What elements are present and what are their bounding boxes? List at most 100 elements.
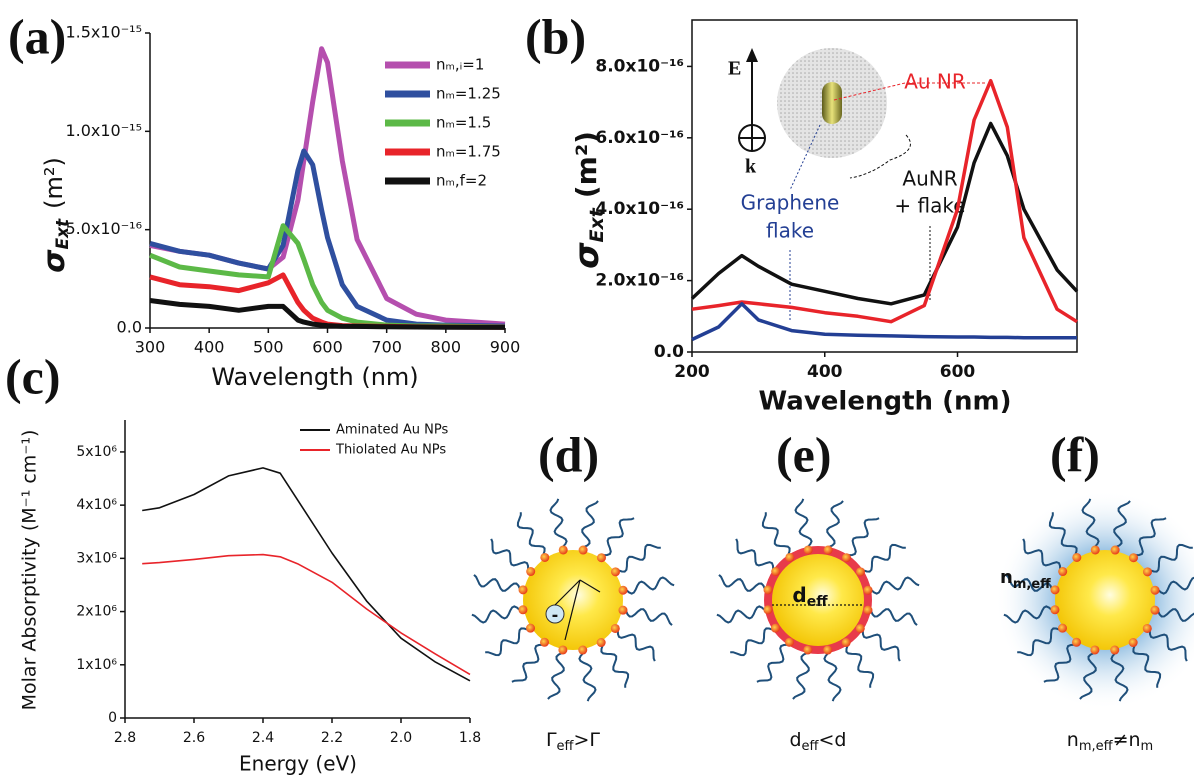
- x-tick-label: 600: [312, 338, 343, 357]
- ligand-head: [855, 623, 865, 633]
- ligand: [718, 574, 767, 592]
- arrow: [564, 579, 581, 641]
- ligand: [735, 538, 775, 570]
- panel-label: (e): [776, 426, 832, 482]
- ligand: [1148, 630, 1188, 662]
- x-axis-label: Wavelength (nm): [759, 387, 1012, 417]
- series-line: [149, 298, 506, 330]
- ligand-head: [1128, 553, 1138, 563]
- y-tick-label: 5.0x10⁻¹⁶: [65, 219, 142, 238]
- ligand: [485, 627, 529, 657]
- ligand-head: [863, 585, 873, 595]
- panel-label: (b): [525, 8, 586, 64]
- x-tick-label: 200: [674, 362, 710, 382]
- ligand: [624, 608, 673, 626]
- ligand: [549, 498, 568, 548]
- ligand: [616, 630, 656, 662]
- annotation: E: [728, 58, 741, 80]
- y-tick-label: 0: [108, 710, 117, 726]
- ligand: [823, 652, 842, 702]
- ligand-head: [618, 605, 628, 615]
- ligand-head: [525, 623, 535, 633]
- legend-label: nₘ=1.75: [436, 143, 501, 161]
- ligand-head: [596, 638, 606, 648]
- ligand-head: [1142, 623, 1152, 633]
- series-line: [691, 302, 1077, 342]
- ligand-head: [618, 585, 628, 595]
- ligand-head: [526, 567, 536, 577]
- axis: [124, 420, 470, 719]
- x-tick-label: 800: [431, 338, 462, 357]
- ligand: [870, 576, 920, 595]
- x-tick-label: 700: [371, 338, 402, 357]
- ligand-head: [1150, 605, 1160, 615]
- series-line: [142, 553, 471, 676]
- ligand-head: [785, 552, 795, 562]
- y-tick-label: 5x10⁶: [76, 444, 117, 460]
- caption: deff<d: [789, 729, 846, 754]
- y-axis-label: σExt(m²): [567, 131, 608, 269]
- ligand-head: [558, 645, 568, 655]
- ligand: [581, 500, 599, 549]
- legend-label: nₘ=1.5: [436, 114, 491, 132]
- ligand-head: [518, 585, 528, 595]
- ligand: [1022, 538, 1062, 570]
- legend-label: nₘ=1.25: [436, 85, 501, 103]
- legend-label: Aminated Au NPs: [336, 423, 448, 438]
- x-axis-label: Energy (eV): [239, 752, 357, 776]
- ligand: [756, 643, 788, 683]
- y-axis-label: Molar Absorptivity (M⁻¹ cm⁻¹): [19, 430, 41, 711]
- ligand-head: [558, 545, 568, 555]
- ligand-head: [841, 553, 851, 563]
- ligand-head: [856, 567, 866, 577]
- ligand: [1149, 543, 1193, 573]
- ligand-head: [1110, 645, 1120, 655]
- ligand: [1003, 605, 1053, 624]
- diagram-label: -: [552, 606, 559, 625]
- ligand: [1132, 644, 1162, 688]
- panel-label: (a): [8, 8, 66, 64]
- legend-label: nₘ,f=2: [436, 172, 487, 190]
- ligand-head: [596, 553, 606, 563]
- y-tick-label: 8.0x10⁻¹⁶: [595, 56, 684, 76]
- ligand-head: [785, 637, 795, 647]
- axis: [691, 19, 1078, 353]
- y-tick-label: 6.0x10⁻¹⁶: [595, 128, 684, 148]
- ligand-head: [1050, 605, 1060, 615]
- ligand: [792, 651, 810, 700]
- ligand-head: [1057, 623, 1067, 633]
- ligand: [862, 543, 906, 573]
- diagrams: [471, 490, 1194, 710]
- ligand-head: [803, 645, 813, 655]
- ligand-head: [1128, 638, 1138, 648]
- ligand-head: [771, 567, 781, 577]
- series-line: [149, 148, 506, 329]
- ligand-head: [763, 605, 773, 615]
- ligand: [861, 630, 901, 662]
- ligand-head: [1150, 585, 1160, 595]
- x-tick-label: 400: [807, 362, 843, 382]
- ligand-head: [1090, 645, 1100, 655]
- inset: [738, 48, 985, 320]
- ligand-head: [1143, 567, 1153, 577]
- ligand-head: [578, 645, 588, 655]
- y-tick-label: 2x10⁶: [76, 604, 117, 620]
- y-tick-label: 1.5x10⁻¹⁵: [65, 23, 142, 42]
- x-tick-label: 2.2: [321, 730, 343, 746]
- ligand-head: [540, 552, 550, 562]
- ligand: [516, 512, 546, 556]
- ligand: [625, 576, 675, 595]
- ligand-head: [823, 645, 833, 655]
- x-tick-label: 2.6: [183, 730, 205, 746]
- ligand: [473, 574, 522, 592]
- x-tick-label: 300: [135, 338, 166, 357]
- ligand: [1005, 574, 1054, 592]
- x-tick-label: 600: [940, 362, 976, 382]
- ligand: [716, 605, 766, 624]
- caption: Γeff>Γ: [546, 729, 600, 754]
- ligand: [471, 605, 521, 624]
- series-line: [142, 467, 471, 682]
- ligand: [1157, 576, 1194, 595]
- panel-label: (d): [538, 426, 599, 482]
- ligand: [826, 500, 844, 549]
